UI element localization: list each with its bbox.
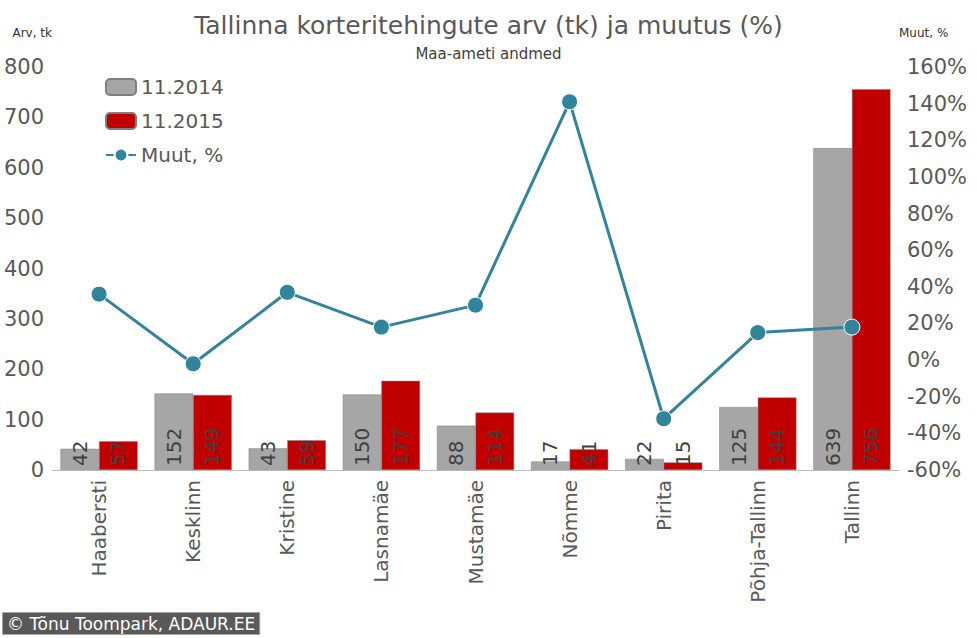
svg-text:Haabersti: Haabersti bbox=[87, 480, 111, 577]
svg-text:Tallinn: Tallinn bbox=[840, 480, 864, 544]
svg-text:Nõmme: Nõmme bbox=[558, 480, 582, 558]
svg-text:© Tõnu Toompark, ADAUR.EE: © Tõnu Toompark, ADAUR.EE bbox=[7, 614, 255, 634]
svg-text:42: 42 bbox=[68, 441, 92, 466]
svg-text:Kristine: Kristine bbox=[275, 480, 299, 556]
svg-text:20%: 20% bbox=[907, 311, 954, 335]
svg-text:160%: 160% bbox=[907, 55, 967, 79]
svg-text:639: 639 bbox=[821, 428, 845, 466]
svg-text:43: 43 bbox=[256, 441, 280, 466]
svg-text:60%: 60% bbox=[907, 238, 954, 262]
svg-text:17: 17 bbox=[538, 441, 562, 466]
svg-text:40%: 40% bbox=[907, 275, 954, 299]
svg-text:Muut, %: Muut, % bbox=[899, 26, 948, 40]
svg-text:600: 600 bbox=[4, 156, 44, 180]
svg-text:114: 114 bbox=[483, 428, 507, 466]
svg-text:41: 41 bbox=[577, 441, 601, 466]
svg-text:80%: 80% bbox=[907, 202, 954, 226]
svg-text:0%: 0% bbox=[907, 348, 940, 372]
svg-text:Arv, tk: Arv, tk bbox=[12, 26, 52, 40]
svg-text:150: 150 bbox=[350, 428, 374, 466]
svg-text:Maa-ameti andmed: Maa-ameti andmed bbox=[415, 45, 561, 63]
svg-text:-60%: -60% bbox=[907, 458, 961, 482]
svg-text:800: 800 bbox=[4, 55, 44, 79]
svg-text:-40%: -40% bbox=[907, 421, 961, 445]
svg-text:Mustamäe: Mustamäe bbox=[464, 480, 488, 585]
svg-text:100%: 100% bbox=[907, 165, 967, 189]
svg-text:0: 0 bbox=[31, 458, 44, 482]
svg-text:144: 144 bbox=[765, 428, 789, 466]
svg-text:152: 152 bbox=[162, 428, 186, 466]
svg-text:120%: 120% bbox=[907, 128, 967, 152]
svg-text:700: 700 bbox=[4, 105, 44, 129]
svg-text:149: 149 bbox=[200, 428, 224, 466]
svg-text:59: 59 bbox=[295, 441, 319, 466]
svg-text:400: 400 bbox=[4, 257, 44, 281]
svg-text:125: 125 bbox=[727, 428, 751, 466]
svg-text:88: 88 bbox=[444, 441, 468, 466]
svg-text:Pirita: Pirita bbox=[652, 480, 676, 531]
svg-text:11.2015: 11.2015 bbox=[141, 109, 224, 133]
svg-text:57: 57 bbox=[106, 441, 130, 466]
svg-text:200: 200 bbox=[4, 357, 44, 381]
svg-text:756: 756 bbox=[859, 428, 883, 466]
svg-text:100: 100 bbox=[4, 408, 44, 432]
svg-text:300: 300 bbox=[4, 307, 44, 331]
svg-text:Põhja-Tallinn: Põhja-Tallinn bbox=[746, 480, 770, 603]
svg-text:Lasnamäe: Lasnamäe bbox=[369, 480, 393, 583]
svg-text:15: 15 bbox=[671, 441, 695, 466]
svg-text:-20%: -20% bbox=[907, 385, 961, 409]
svg-text:Muut, %: Muut, % bbox=[141, 143, 223, 167]
svg-text:140%: 140% bbox=[907, 92, 967, 116]
svg-text:Tallinna korteritehingute arv: Tallinna korteritehingute arv (tk) ja mu… bbox=[193, 11, 783, 40]
svg-text:Kesklinn: Kesklinn bbox=[181, 480, 205, 563]
svg-text:11.2014: 11.2014 bbox=[141, 75, 224, 99]
svg-text:22: 22 bbox=[632, 441, 656, 466]
svg-text:500: 500 bbox=[4, 206, 44, 230]
svg-text:177: 177 bbox=[389, 428, 413, 466]
